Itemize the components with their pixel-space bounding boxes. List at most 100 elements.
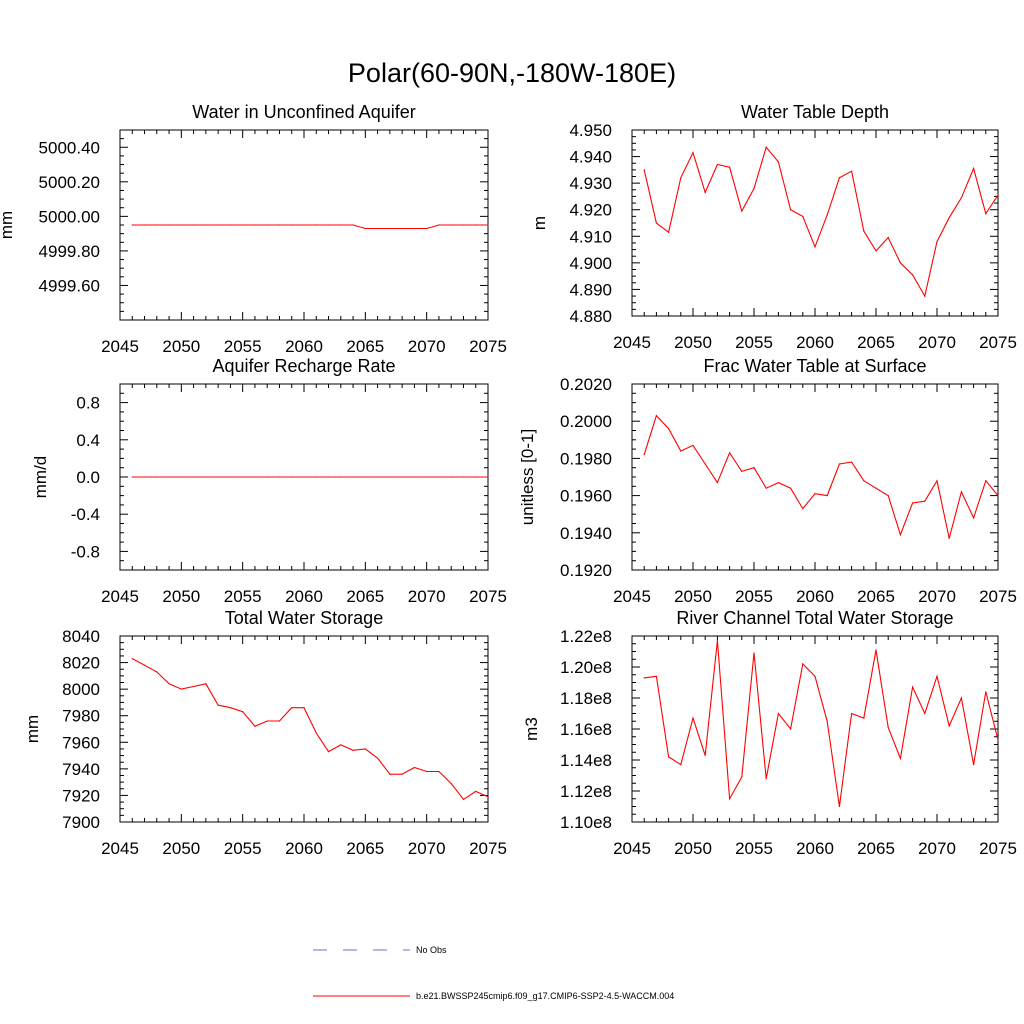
data-point bbox=[340, 744, 342, 746]
y-tick-label: 4999.80 bbox=[39, 242, 100, 261]
data-point bbox=[426, 476, 428, 478]
data-point bbox=[777, 161, 780, 163]
data-point bbox=[426, 227, 428, 230]
legend-model-label: b.e21.BWSSP245cmip6.f09_g17.CMIP6-SSP2-4… bbox=[416, 991, 674, 1001]
y-tick-label: 1.16e8 bbox=[560, 720, 612, 739]
y-tick-label: 8020 bbox=[62, 654, 100, 673]
panel-3: 2045 2050 2055 2060 2065 2070 2075 -0.8 -0.4 0.0 0… bbox=[31, 356, 507, 606]
data-point bbox=[643, 677, 645, 679]
data-point bbox=[217, 704, 219, 706]
data-point bbox=[741, 210, 743, 212]
data-point bbox=[401, 773, 403, 775]
data-point bbox=[156, 476, 158, 478]
series-line bbox=[643, 414, 999, 539]
data-point bbox=[655, 675, 658, 677]
data-point bbox=[450, 782, 452, 785]
x-tick-label: 2055 bbox=[735, 587, 773, 606]
data-point bbox=[156, 224, 158, 226]
data-point bbox=[729, 166, 731, 168]
data-point bbox=[462, 798, 465, 801]
data-point bbox=[143, 476, 146, 478]
panel-title: Aquifer Recharge Rate bbox=[212, 356, 395, 376]
data-point bbox=[826, 720, 828, 722]
data-point bbox=[802, 663, 804, 665]
data-point bbox=[643, 169, 645, 171]
data-point bbox=[364, 476, 366, 478]
y-tick-label: 8040 bbox=[62, 627, 100, 646]
y-tick-label: 0.0 bbox=[76, 468, 100, 487]
y-axis-label: m bbox=[530, 216, 549, 230]
data-point bbox=[438, 224, 440, 226]
data-point bbox=[838, 463, 841, 465]
data-point bbox=[790, 487, 792, 489]
x-tick-label: 2075 bbox=[469, 587, 507, 606]
x-tick-label: 2065 bbox=[857, 839, 895, 858]
y-tick-label: 0.8 bbox=[76, 394, 100, 413]
data-point bbox=[668, 428, 670, 430]
data-point bbox=[643, 454, 645, 456]
data-point bbox=[156, 671, 158, 673]
data-point bbox=[741, 470, 743, 472]
data-point bbox=[352, 749, 354, 751]
data-point bbox=[143, 224, 146, 226]
data-point bbox=[875, 250, 877, 252]
panels-container: 2045 2050 2055 2060 2065 2070 2075 4999.60 4999.… bbox=[0, 102, 1017, 858]
data-point bbox=[389, 227, 391, 230]
data-point bbox=[802, 508, 804, 510]
data-point bbox=[242, 711, 244, 713]
data-point bbox=[716, 163, 719, 166]
panel-6: 2045 2050 2055 2060 2065 2070 2075 1.10e8 1.12e8… bbox=[522, 608, 1017, 858]
y-axis-label: mm bbox=[0, 211, 16, 239]
data-point bbox=[315, 476, 317, 478]
data-point bbox=[242, 224, 244, 226]
data-point bbox=[413, 227, 415, 230]
data-point bbox=[193, 685, 195, 688]
series-line bbox=[644, 640, 999, 807]
data-point bbox=[377, 757, 379, 759]
data-point bbox=[462, 224, 465, 226]
y-tick-label: 7960 bbox=[62, 733, 100, 752]
data-point bbox=[960, 491, 963, 493]
y-tick-label: 0.2000 bbox=[560, 412, 612, 431]
data-point bbox=[475, 790, 477, 793]
data-point bbox=[303, 476, 305, 478]
data-point bbox=[753, 652, 755, 654]
y-tick-label: 0.1960 bbox=[560, 487, 612, 506]
x-tick-label: 2075 bbox=[469, 337, 507, 356]
x-tick-label: 2045 bbox=[101, 839, 139, 858]
y-tick-label: 7900 bbox=[62, 813, 100, 832]
data-point bbox=[765, 487, 767, 489]
y-tick-label: 4.900 bbox=[569, 254, 612, 273]
data-point bbox=[973, 764, 975, 766]
x-tick-label: 2055 bbox=[224, 337, 262, 356]
data-point bbox=[352, 224, 354, 226]
data-point bbox=[413, 476, 415, 478]
data-point bbox=[997, 194, 999, 196]
data-point bbox=[254, 725, 256, 727]
data-point bbox=[863, 230, 865, 232]
data-point bbox=[655, 415, 658, 417]
y-axis-label: m3 bbox=[522, 717, 541, 741]
data-point bbox=[680, 450, 682, 452]
data-point bbox=[315, 732, 317, 734]
x-tick-label: 2060 bbox=[285, 839, 323, 858]
data-point bbox=[254, 476, 256, 478]
y-tick-label: 4.910 bbox=[569, 227, 612, 246]
x-tick-label: 2060 bbox=[285, 587, 323, 606]
data-point bbox=[352, 476, 354, 478]
data-point bbox=[487, 476, 489, 478]
data-point bbox=[278, 720, 281, 722]
x-tick-label: 2075 bbox=[469, 839, 507, 858]
data-point bbox=[487, 224, 489, 226]
data-point bbox=[229, 224, 231, 226]
plot-frame bbox=[631, 635, 999, 823]
data-point bbox=[340, 476, 342, 478]
data-point bbox=[242, 476, 244, 478]
x-tick-label: 2050 bbox=[162, 839, 200, 858]
y-tick-label: 1.14e8 bbox=[560, 751, 612, 770]
data-point bbox=[205, 476, 207, 478]
y-tick-label: 0.1980 bbox=[560, 449, 612, 468]
y-tick-label: 4.920 bbox=[569, 201, 612, 220]
panel-1: 2045 2050 2055 2060 2065 2070 2075 4999.60 4999.… bbox=[0, 102, 507, 356]
